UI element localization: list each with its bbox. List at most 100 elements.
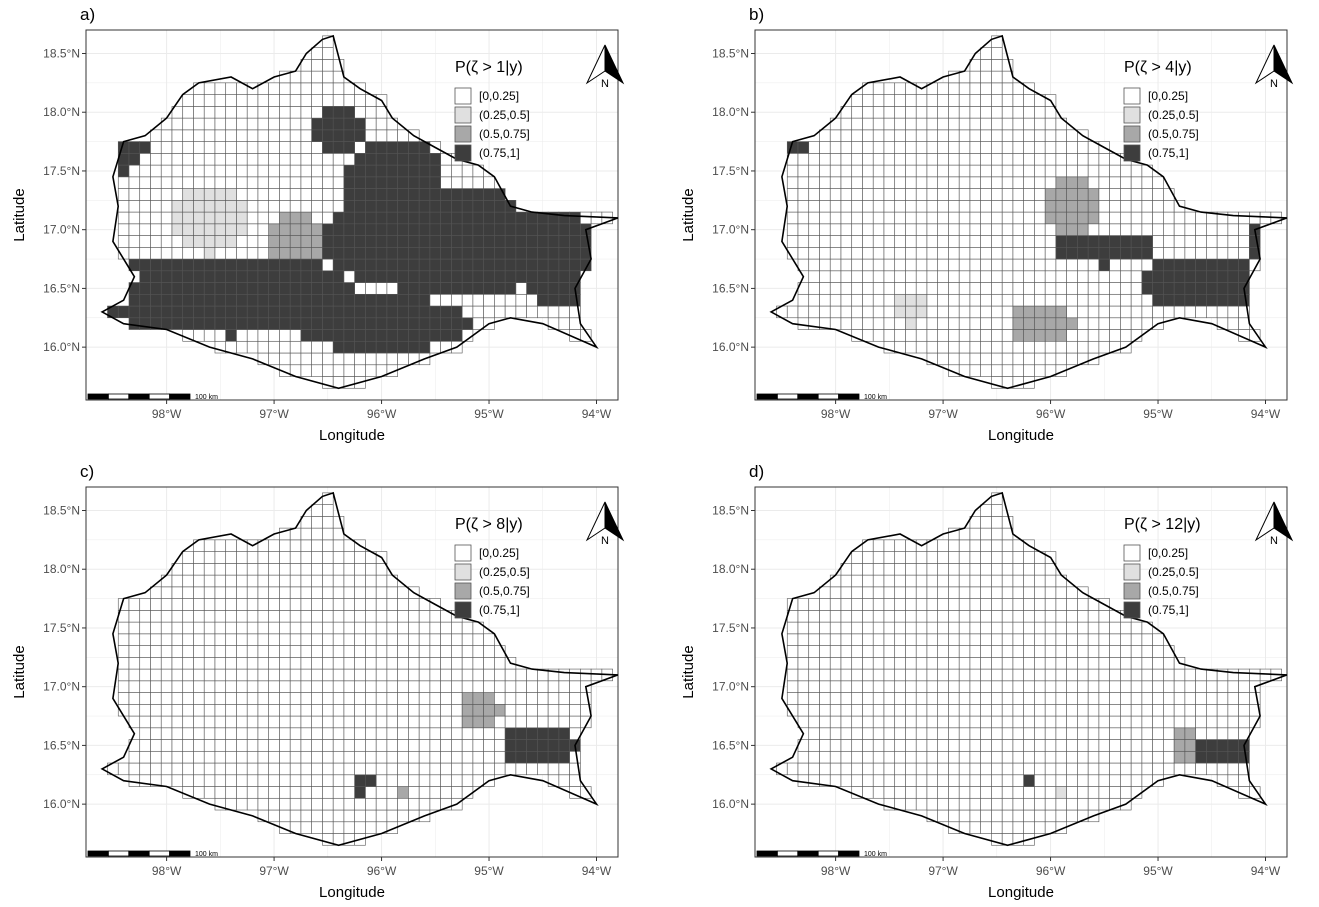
grid-cell	[214, 82, 227, 95]
grid-cell	[429, 293, 441, 307]
grid-cell	[1055, 621, 1067, 635]
grid-cell	[1044, 704, 1057, 717]
grid-cell	[203, 563, 216, 576]
grid-cell	[926, 786, 939, 799]
legend-swatch	[454, 144, 472, 162]
grid-cell	[915, 715, 928, 729]
grid-cell	[948, 270, 960, 283]
grid-cell	[160, 774, 173, 787]
grid-cell	[268, 176, 280, 189]
grid-cell	[332, 340, 345, 354]
grid-cell	[182, 141, 194, 154]
grid-cell	[397, 809, 409, 823]
grid-cell	[948, 200, 960, 213]
y-tick-label: 18.5°N	[712, 503, 749, 517]
grid-cell	[526, 715, 538, 729]
grid-cell	[472, 176, 484, 189]
grid-cell	[1184, 270, 1196, 283]
grid-cell	[289, 164, 302, 178]
grid-cell	[1023, 551, 1035, 564]
grid-cell	[1034, 106, 1046, 119]
grid-cell	[1109, 164, 1121, 178]
grid-cell	[171, 704, 184, 717]
grid-cell	[1098, 211, 1110, 225]
grid-cell	[1023, 797, 1035, 811]
grid-cell	[526, 211, 538, 225]
grid-cell	[160, 188, 173, 201]
grid-cell	[905, 727, 917, 740]
grid-cell	[786, 645, 799, 658]
grid-cell	[203, 293, 216, 307]
grid-cell	[1066, 200, 1078, 213]
grid-cell	[883, 539, 896, 552]
grid-cell	[139, 739, 151, 752]
grid-cell	[128, 657, 141, 670]
grid-cell	[537, 680, 549, 693]
grid-cell	[1066, 176, 1078, 189]
grid-cell	[483, 727, 495, 740]
grid-cell	[969, 762, 981, 776]
grid-cell	[958, 610, 971, 623]
grid-cell	[300, 739, 312, 752]
grid-cell	[203, 329, 216, 342]
grid-cell	[1152, 188, 1164, 201]
grid-cell	[279, 258, 291, 272]
grid-cell	[915, 305, 928, 319]
north-arrow-icon	[585, 501, 625, 542]
grid-cell	[1098, 739, 1110, 752]
grid-cell	[203, 704, 216, 717]
grid-cell	[537, 715, 549, 729]
grid-cell	[1238, 258, 1250, 272]
grid-cell	[1012, 340, 1024, 354]
grid-cell	[1001, 305, 1014, 319]
grid-cell	[300, 82, 312, 95]
grid-cell	[915, 211, 928, 225]
grid-cell	[311, 563, 323, 576]
grid-cell	[537, 282, 549, 295]
grid-cell	[289, 117, 302, 131]
grid-cell	[948, 774, 960, 787]
grid-cell	[418, 762, 431, 776]
grid-cell	[1109, 704, 1121, 717]
grid-cell	[322, 364, 334, 377]
grid-cell	[279, 621, 291, 635]
grid-cell	[980, 692, 992, 705]
grid-cell	[236, 153, 248, 166]
grid-cell	[1066, 668, 1078, 682]
grid-cell	[1141, 282, 1153, 295]
grid-cell	[171, 692, 184, 705]
grid-cell	[829, 117, 842, 131]
grid-cell	[1044, 117, 1057, 131]
grid-cell	[354, 762, 366, 776]
grid-cell	[905, 317, 917, 330]
grid-cell	[851, 211, 863, 225]
grid-cell	[1087, 293, 1100, 307]
grid-cell	[257, 563, 270, 576]
grid-cell	[937, 539, 949, 552]
grid-cell	[246, 668, 259, 682]
grid-cell	[375, 164, 388, 178]
grid-cell	[926, 621, 939, 635]
grid-cell	[894, 762, 906, 776]
grid-cell	[150, 247, 162, 260]
grid-cell	[840, 715, 853, 729]
grid-cell	[311, 258, 323, 272]
grid-cell	[332, 786, 345, 799]
grid-cell	[279, 329, 291, 342]
grid-cell	[1098, 727, 1110, 740]
grid-cell	[980, 200, 992, 213]
grid-cell	[1055, 141, 1067, 154]
grid-cell	[300, 645, 312, 658]
grid-cell	[128, 680, 141, 693]
grid-cell	[991, 176, 1003, 189]
grid-cell	[1023, 94, 1035, 107]
grid-cell	[451, 282, 463, 295]
grid-cell	[515, 762, 527, 776]
grid-cell	[1130, 704, 1143, 717]
grid-cell	[354, 739, 366, 752]
grid-cell	[883, 786, 896, 799]
grid-cell	[558, 680, 570, 693]
grid-cell	[289, 270, 302, 283]
x-axis-title: Longitude	[319, 427, 385, 444]
scale-bar-segment	[87, 393, 109, 400]
